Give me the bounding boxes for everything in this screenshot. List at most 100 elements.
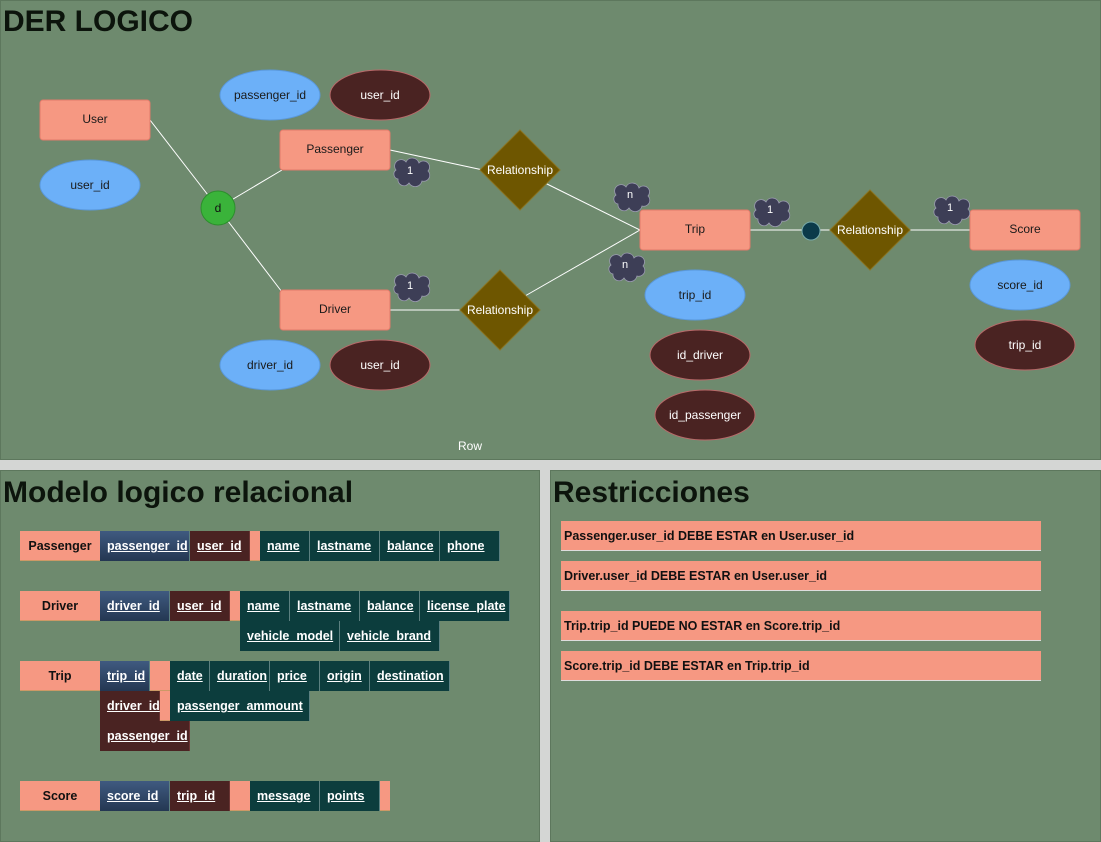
relationship-trip-score[interactable]: Relationship <box>829 189 911 271</box>
table-trip-pk[interactable]: trip_id <box>100 661 150 691</box>
table-passenger[interactable]: Passenger passenger_id user_id name last… <box>20 531 500 561</box>
table-trip-row2: driver_id passenger_ammount <box>100 691 310 721</box>
cardinality-trip-bottom: n <box>608 252 646 282</box>
entity-score[interactable]: Score <box>969 209 1081 251</box>
table-passenger-attr[interactable]: balance <box>380 531 440 561</box>
restriction-item[interactable]: Score.trip_id DEBE ESTAR en Trip.trip_id <box>561 651 1041 681</box>
table-passenger-pk[interactable]: passenger_id <box>100 531 190 561</box>
table-trip-attr[interactable]: date <box>170 661 210 691</box>
er-diagram: User Passenger Driver Trip Score user_id… <box>39 69 1081 453</box>
disjoint-specialization[interactable]: d <box>200 190 236 226</box>
cardinality-trip-score-score: 1 <box>933 195 971 225</box>
table-trip-fk[interactable]: passenger_id <box>100 721 190 751</box>
attr-score-id[interactable]: score_id <box>969 259 1071 311</box>
svg-text:user_id: user_id <box>70 178 109 192</box>
restrictions-panel: Restricciones Passenger.user_id DEBE EST… <box>550 470 1101 842</box>
svg-text:d: d <box>215 201 222 215</box>
attr-score-trip-id[interactable]: trip_id <box>974 319 1076 371</box>
der-panel: DER LOGICO User Passenger Driver <box>0 0 1101 460</box>
table-trip-attr[interactable]: price <box>270 661 320 691</box>
table-driver-attr[interactable]: name <box>240 591 290 621</box>
table-driver-attr[interactable]: lastname <box>290 591 360 621</box>
table-passenger-fk[interactable]: user_id <box>190 531 250 561</box>
svg-text:1: 1 <box>407 280 413 292</box>
svg-text:Relationship: Relationship <box>467 303 533 317</box>
table-score-sep <box>230 781 250 811</box>
table-driver-attr[interactable]: vehicle_model <box>240 621 340 651</box>
svg-text:Relationship: Relationship <box>487 163 553 177</box>
table-passenger-attr[interactable]: lastname <box>310 531 380 561</box>
table-driver-pk[interactable]: driver_id <box>100 591 170 621</box>
svg-text:id_driver: id_driver <box>677 348 723 362</box>
entity-passenger[interactable]: Passenger <box>279 129 391 171</box>
relational-title: Modelo logico relacional <box>3 476 354 509</box>
attr-trip-id-passenger[interactable]: id_passenger <box>654 389 756 441</box>
attr-passenger-id[interactable]: passenger_id <box>219 69 321 121</box>
table-trip-name: Trip <box>20 661 100 691</box>
restrictions-title: Restricciones <box>553 476 750 509</box>
table-driver-name: Driver <box>20 591 100 621</box>
relationship-passenger-trip[interactable]: Relationship <box>479 129 561 211</box>
svg-text:1: 1 <box>767 204 773 216</box>
cardinality-trip-score-trip: 1 <box>753 197 791 227</box>
line-rel-trip-bottom <box>524 229 641 297</box>
svg-text:1: 1 <box>407 165 413 177</box>
attr-driver-id[interactable]: driver_id <box>219 339 321 391</box>
restriction-item[interactable]: Driver.user_id DEBE ESTAR en User.user_i… <box>561 561 1041 591</box>
table-driver-fk[interactable]: user_id <box>170 591 230 621</box>
table-trip-attr[interactable]: destination <box>370 661 450 691</box>
table-passenger-attr[interactable]: name <box>260 531 310 561</box>
table-score[interactable]: Score score_id trip_id message points <box>20 781 390 811</box>
attr-driver-user-id[interactable]: user_id <box>329 339 431 391</box>
table-trip-sep2 <box>160 691 170 721</box>
svg-text:user_id: user_id <box>360 88 399 102</box>
line-disjoint-driver <box>217 207 283 293</box>
entity-user[interactable]: User <box>39 99 151 141</box>
attr-user-user-id[interactable]: user_id <box>39 159 141 211</box>
table-trip-attr[interactable]: duration <box>210 661 270 691</box>
table-score-sep2 <box>380 781 390 811</box>
svg-text:score_id: score_id <box>997 278 1042 292</box>
table-score-pk[interactable]: score_id <box>100 781 170 811</box>
attr-passenger-user-id[interactable]: user_id <box>329 69 431 121</box>
entity-driver[interactable]: Driver <box>279 289 391 331</box>
participation-dot <box>801 221 821 241</box>
attr-trip-id-driver[interactable]: id_driver <box>649 329 751 381</box>
table-trip-attr[interactable]: origin <box>320 661 370 691</box>
table-driver-row2: vehicle_model vehicle_brand <box>240 621 440 651</box>
svg-text:n: n <box>627 189 633 201</box>
restriction-item[interactable]: Trip.trip_id PUEDE NO ESTAR en Score.tri… <box>561 611 1041 641</box>
table-driver-sep <box>230 591 240 621</box>
entity-trip[interactable]: Trip <box>639 209 751 251</box>
relational-model-panel: Modelo logico relacional Passenger passe… <box>0 470 540 842</box>
entity-score-label: Score <box>1009 222 1041 236</box>
table-driver-attr[interactable]: license_plate <box>420 591 510 621</box>
restriction-item[interactable]: Passenger.user_id DEBE ESTAR en User.use… <box>561 521 1041 551</box>
cardinality-passenger: 1 <box>393 157 431 187</box>
entity-driver-label: Driver <box>319 302 351 316</box>
cardinality-trip-top: n <box>613 182 651 212</box>
table-trip-row3: passenger_id <box>100 721 190 751</box>
table-score-attr[interactable]: message <box>250 781 320 811</box>
table-trip[interactable]: Trip trip_id date duration price origin … <box>20 661 450 691</box>
entity-user-label: User <box>82 112 107 126</box>
row-label: Row <box>458 439 482 453</box>
table-driver-attr[interactable]: vehicle_brand <box>340 621 440 651</box>
table-driver[interactable]: Driver driver_id user_id name lastname b… <box>20 591 510 621</box>
line-user-disjoint <box>149 119 219 209</box>
table-passenger-sep <box>250 531 260 561</box>
der-title: DER LOGICO <box>3 5 194 38</box>
table-trip-fk[interactable]: driver_id <box>100 691 160 721</box>
table-score-fk[interactable]: trip_id <box>170 781 230 811</box>
svg-text:id_passenger: id_passenger <box>669 408 741 422</box>
attr-trip-id[interactable]: trip_id <box>644 269 746 321</box>
svg-text:driver_id: driver_id <box>247 358 293 372</box>
table-driver-attr[interactable]: balance <box>360 591 420 621</box>
table-trip-attr[interactable]: passenger_ammount <box>170 691 310 721</box>
table-score-attr[interactable]: points <box>320 781 380 811</box>
line-rel-trip-top <box>544 182 641 231</box>
table-passenger-attr[interactable]: phone <box>440 531 500 561</box>
relationship-driver-trip[interactable]: Relationship <box>459 269 541 351</box>
entity-passenger-label: Passenger <box>306 142 363 156</box>
table-score-name: Score <box>20 781 100 811</box>
